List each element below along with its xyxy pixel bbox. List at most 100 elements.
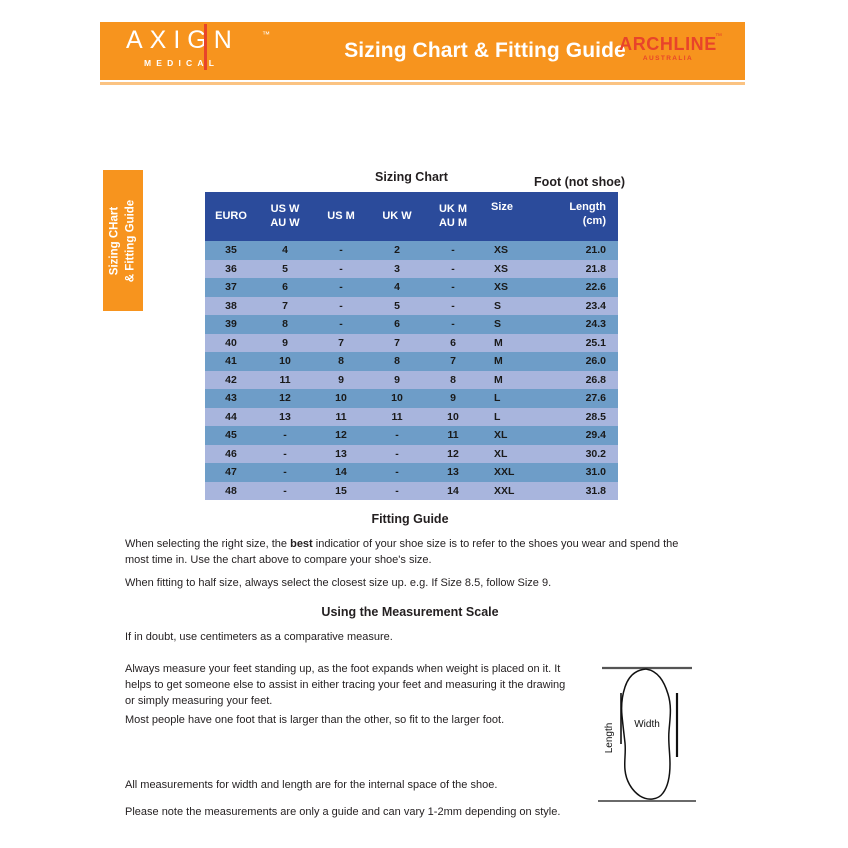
cell-euro: 35 bbox=[205, 241, 257, 260]
cell-size: XL bbox=[481, 444, 549, 463]
table-row: 45-12-11 XL 29.4 bbox=[205, 426, 618, 445]
cell-us-m: 15 bbox=[313, 481, 369, 500]
measurement-paragraph-3: Most people have one foot that is larger… bbox=[125, 714, 505, 726]
cell-uk-w: - bbox=[369, 444, 425, 463]
cell-us-m: - bbox=[313, 278, 369, 297]
cell-uk-w: 3 bbox=[369, 259, 425, 278]
table-body: 35 4-2- XS 21.0 36 5-3- XS 21.8 37 6-4- XS 22.6 38 7-… bbox=[205, 241, 618, 500]
table-row: 35 4-2- XS 21.0 bbox=[205, 241, 618, 260]
cell-uk-m: - bbox=[425, 241, 481, 260]
cell-us-w: 10 bbox=[257, 352, 313, 371]
cell-us-m: - bbox=[313, 259, 369, 278]
cell-uk-w: 2 bbox=[369, 241, 425, 260]
cell-euro: 37 bbox=[205, 278, 257, 297]
cell-length: 26.8 bbox=[549, 370, 618, 389]
column-header-uk-w: UK W bbox=[369, 192, 425, 241]
cell-uk-w: - bbox=[369, 481, 425, 500]
fitting-guide-paragraph-1: When selecting the right size, the best … bbox=[125, 537, 697, 569]
cell-length: 23.4 bbox=[549, 296, 618, 315]
header-banner: AXIGN MEDICAL ™ Sizing Chart & Fitting G… bbox=[100, 22, 745, 80]
cell-length: 24.3 bbox=[549, 315, 618, 334]
cell-size: XL bbox=[481, 426, 549, 445]
cell-uk-w: 4 bbox=[369, 278, 425, 297]
cell-us-w: 12 bbox=[257, 389, 313, 408]
column-header-size: Size bbox=[481, 192, 549, 241]
cell-uk-m: 8 bbox=[425, 370, 481, 389]
cell-us-w: - bbox=[257, 444, 313, 463]
cell-us-m: - bbox=[313, 241, 369, 260]
cell-euro: 36 bbox=[205, 259, 257, 278]
cell-us-m: 11 bbox=[313, 407, 369, 426]
cell-us-m: 14 bbox=[313, 463, 369, 482]
axign-tagline: MEDICAL bbox=[144, 58, 220, 68]
cell-length: 25.1 bbox=[549, 333, 618, 352]
axign-logo: AXIGN MEDICAL ™ bbox=[122, 24, 272, 76]
cell-uk-m: 12 bbox=[425, 444, 481, 463]
fitting-p1-after: indicatior of your shoe size is to refer… bbox=[125, 538, 679, 566]
cell-uk-w: 11 bbox=[369, 407, 425, 426]
table-row: 39 8-6- S 24.3 bbox=[205, 315, 618, 334]
cell-length: 28.5 bbox=[549, 407, 618, 426]
cell-uk-w: 10 bbox=[369, 389, 425, 408]
width-label: Width bbox=[634, 719, 660, 730]
table-header-row: EURO US W AU W US M UK W UK M AU M Size … bbox=[205, 192, 618, 241]
cell-us-w: 5 bbox=[257, 259, 313, 278]
table-row: 37 6-4- XS 22.6 bbox=[205, 278, 618, 297]
axign-wordmark: AXIGN bbox=[126, 26, 239, 54]
cell-us-w: 8 bbox=[257, 315, 313, 334]
cell-size: L bbox=[481, 407, 549, 426]
cell-euro: 47 bbox=[205, 463, 257, 482]
cell-euro: 43 bbox=[205, 389, 257, 408]
table-row: 41 10 8 8 7 M 26.0 bbox=[205, 352, 618, 371]
cell-euro: 45 bbox=[205, 426, 257, 445]
fitting-p1-bold: best bbox=[290, 538, 313, 550]
header-divider bbox=[100, 82, 745, 85]
cell-us-m: 13 bbox=[313, 444, 369, 463]
measurement-paragraph-5: Please note the measurements are only a … bbox=[125, 806, 561, 818]
fitting-guide-title: Fitting Guide bbox=[371, 512, 449, 526]
cell-uk-w: 9 bbox=[369, 370, 425, 389]
cell-euro: 40 bbox=[205, 333, 257, 352]
table-row: 48-15-14 XXL 31.8 bbox=[205, 481, 618, 500]
measurement-scale-title: Using the Measurement Scale bbox=[321, 605, 499, 619]
cell-us-w: - bbox=[257, 426, 313, 445]
cell-size: XXL bbox=[481, 463, 549, 482]
cell-uk-w: 5 bbox=[369, 296, 425, 315]
axign-red-stroke bbox=[204, 24, 207, 70]
length-label: Length bbox=[604, 723, 615, 754]
cell-us-w: - bbox=[257, 463, 313, 482]
cell-us-m: - bbox=[313, 296, 369, 315]
cell-euro: 41 bbox=[205, 352, 257, 371]
cell-uk-w: - bbox=[369, 426, 425, 445]
column-header-length: Length (cm) bbox=[549, 192, 618, 241]
table-row: 40 9 7 7 6 M 25.1 bbox=[205, 333, 618, 352]
archline-tagline: AUSTRALIA bbox=[642, 55, 694, 62]
cell-uk-w: 8 bbox=[369, 352, 425, 371]
cell-size: XS bbox=[481, 241, 549, 260]
cell-us-w: 6 bbox=[257, 278, 313, 297]
cell-uk-m: 11 bbox=[425, 426, 481, 445]
cell-size: S bbox=[481, 296, 549, 315]
cell-us-w: 7 bbox=[257, 296, 313, 315]
foot-measurement-diagram: Width Length bbox=[588, 660, 708, 810]
cell-uk-w: - bbox=[369, 463, 425, 482]
cell-us-m: - bbox=[313, 315, 369, 334]
cell-euro: 48 bbox=[205, 481, 257, 500]
fitting-guide-paragraph-2: When fitting to half size, always select… bbox=[125, 577, 552, 589]
cell-uk-m: 10 bbox=[425, 407, 481, 426]
cell-length: 21.0 bbox=[549, 241, 618, 260]
cell-us-w: 9 bbox=[257, 333, 313, 352]
cell-size: L bbox=[481, 389, 549, 408]
archline-logo: ™ ARCHLINE AUSTRALIA bbox=[608, 33, 728, 62]
cell-length: 21.8 bbox=[549, 259, 618, 278]
table-row: 44 13 11 11 10 L 28.5 bbox=[205, 407, 618, 426]
cell-us-m: 8 bbox=[313, 352, 369, 371]
cell-uk-w: 6 bbox=[369, 315, 425, 334]
cell-uk-m: - bbox=[425, 259, 481, 278]
cell-uk-m: 6 bbox=[425, 333, 481, 352]
cell-length: 31.0 bbox=[549, 463, 618, 482]
side-tab-line-2: & Fitting Guide bbox=[124, 199, 136, 282]
table-row: 46-13-12 XL 30.2 bbox=[205, 444, 618, 463]
cell-length: 29.4 bbox=[549, 426, 618, 445]
cell-uk-m: 14 bbox=[425, 481, 481, 500]
